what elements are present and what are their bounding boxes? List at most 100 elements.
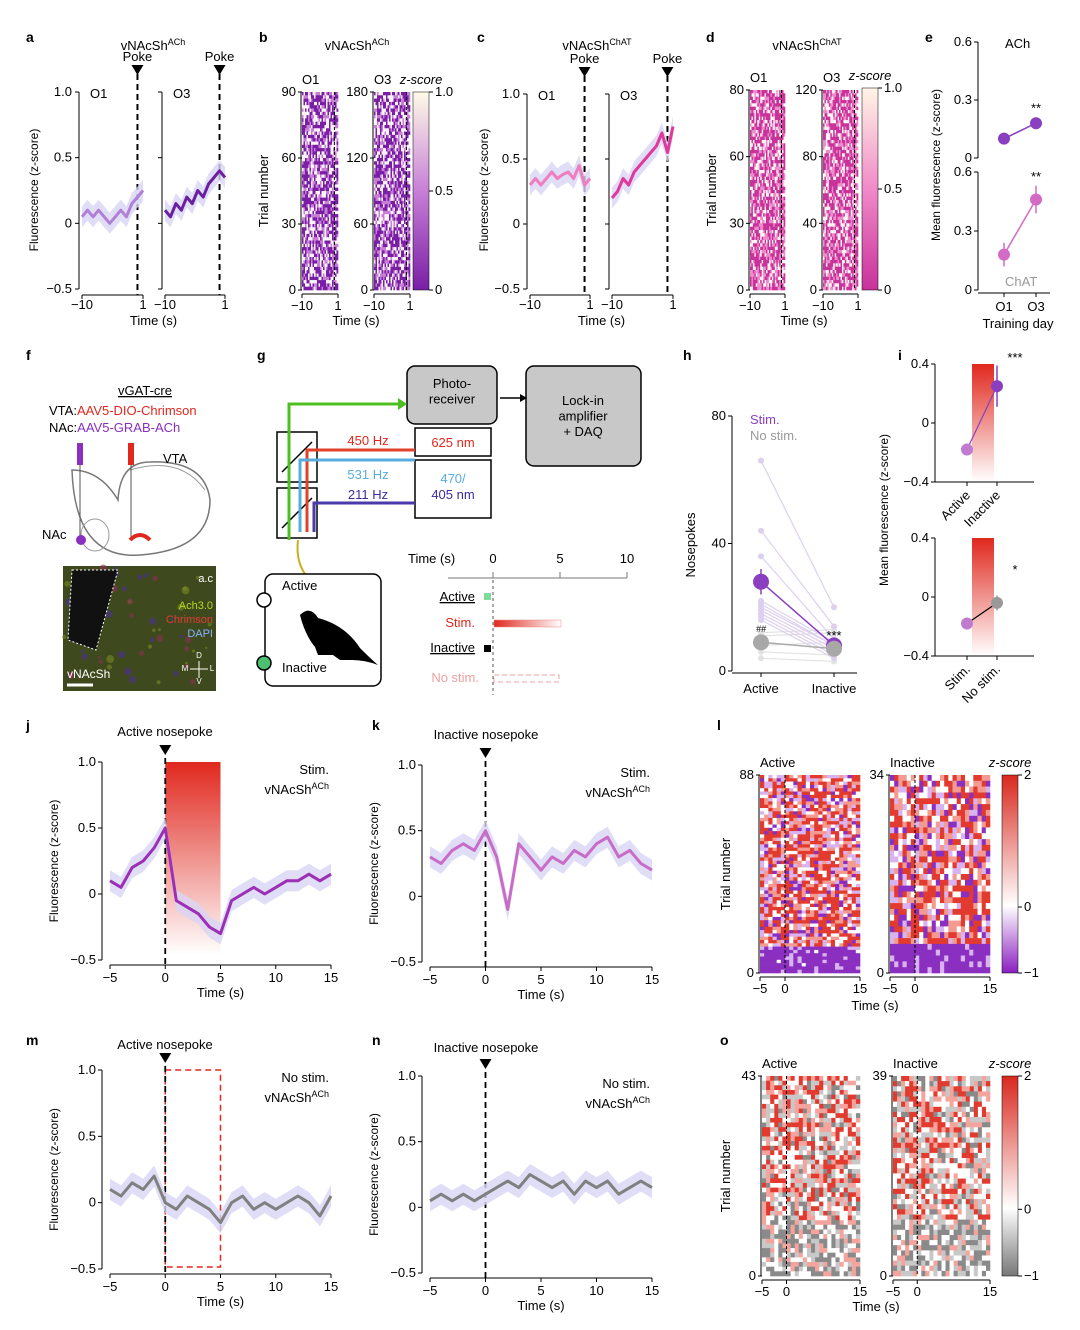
heatmap-cell [399,243,402,248]
heatmap-cell [335,273,337,278]
heatmap-cell [393,253,396,258]
heatmap-cell [769,186,771,191]
heatmap-cell [315,280,318,284]
heatmap-cell [761,160,764,164]
heatmap-cell [777,190,780,194]
heatmap-cell [408,207,411,212]
heatmap-cell [380,200,382,205]
heatmap-cell [754,113,757,117]
heatmap-cell [305,161,307,165]
heatmap-cell [326,227,328,231]
heatmap-cell [395,191,397,195]
heatmap-cell [770,93,773,97]
heatmap-cell [779,213,781,217]
heatmap-cell [320,151,322,155]
heatmap-cell [408,131,411,136]
heatmap-cell [306,286,309,291]
heatmap-cell [384,108,387,113]
heatmap-cell [846,90,849,94]
heatmap-cell [395,111,397,116]
heatmap-cell [761,180,764,184]
heatmap-cell [750,110,752,114]
heatmap-cell [399,121,402,126]
heatmap-cell [315,95,318,99]
heatmap-cell [374,95,376,99]
heatmap-cell [850,100,853,104]
heatmap-cell [776,160,779,164]
heatmap-cell [378,167,381,172]
heatmap-cell [755,233,758,237]
heatmap-cell [764,153,767,157]
heatmap-cell [751,150,754,154]
heatmap-cell [312,273,315,278]
heatmap-cell [752,286,755,291]
heatmap-cell [764,163,767,167]
heatmap-cell [327,286,330,291]
heatmap-cell [776,216,779,221]
heatmap-cell [377,247,379,251]
heatmap-cell [767,213,770,217]
heatmap-cell [780,96,783,101]
heatmap-cell [396,227,399,231]
heatmap-cell [324,118,327,122]
heatmap-cell [336,210,339,215]
heatmap-cell [386,131,388,136]
heatmap-cell [311,181,313,185]
heatmap-cell [396,243,399,248]
heatmap-cell [824,120,827,124]
heatmap-cell [302,101,304,106]
heatmap-cell [320,270,322,274]
heatmap-cell [833,143,835,147]
heatmap-cell [326,125,328,129]
heatmap-cell [387,98,390,103]
heatmap-cell [330,111,333,116]
heatmap-cell [758,133,761,137]
heatmap-cell [381,118,384,122]
heatmap-cell [770,256,773,261]
heatmap-cell [758,180,761,184]
heatmap-cell [327,233,330,238]
heatmap-cell [754,106,757,111]
heatmap-cell [825,143,828,147]
heatmap-cell [763,186,765,191]
heatmap-cell [327,280,330,284]
heatmap-cell [326,253,328,258]
heatmap-cell [402,247,405,251]
heatmap-cell [395,247,397,251]
heatmap-cell [377,194,379,198]
heatmap-cell [767,280,770,284]
heatmap-cell [309,98,312,103]
heatmap-cell [326,197,328,202]
heatmap-cell [395,138,397,142]
heatmap-cell [764,120,767,124]
heatmap-cell [751,183,754,187]
heatmap-cell [847,150,850,154]
heatmap-cell [375,250,378,254]
heatmap-cell [387,286,390,291]
heatmap-cell [401,224,403,228]
heatmap-cell [757,230,760,234]
y-tick-label: 0 [737,282,744,297]
heatmap-cell [770,116,773,121]
heatmap-cell [305,92,307,96]
heatmap-cell [398,138,400,142]
heatmap-cell [374,207,376,212]
heatmap-cell [760,250,762,254]
heatmap-cell [309,174,312,179]
heatmap-cell [774,156,777,161]
heatmap-cell [335,247,337,251]
heatmap-cell [383,125,385,129]
heatmap-cell [386,194,388,198]
heatmap-cell [329,233,331,238]
heatmap-cell [374,233,376,238]
heatmap-cell [392,250,394,254]
heatmap-cell [404,92,406,96]
heatmap-cell [828,130,831,134]
heatmap-cell [317,134,319,139]
heatmap-cell [335,286,337,291]
heatmap-cell [782,263,784,267]
heatmap-cell [383,171,385,175]
heatmap-cell [831,113,834,117]
heatmap-cell [378,95,381,99]
heatmap-cell [780,146,783,151]
